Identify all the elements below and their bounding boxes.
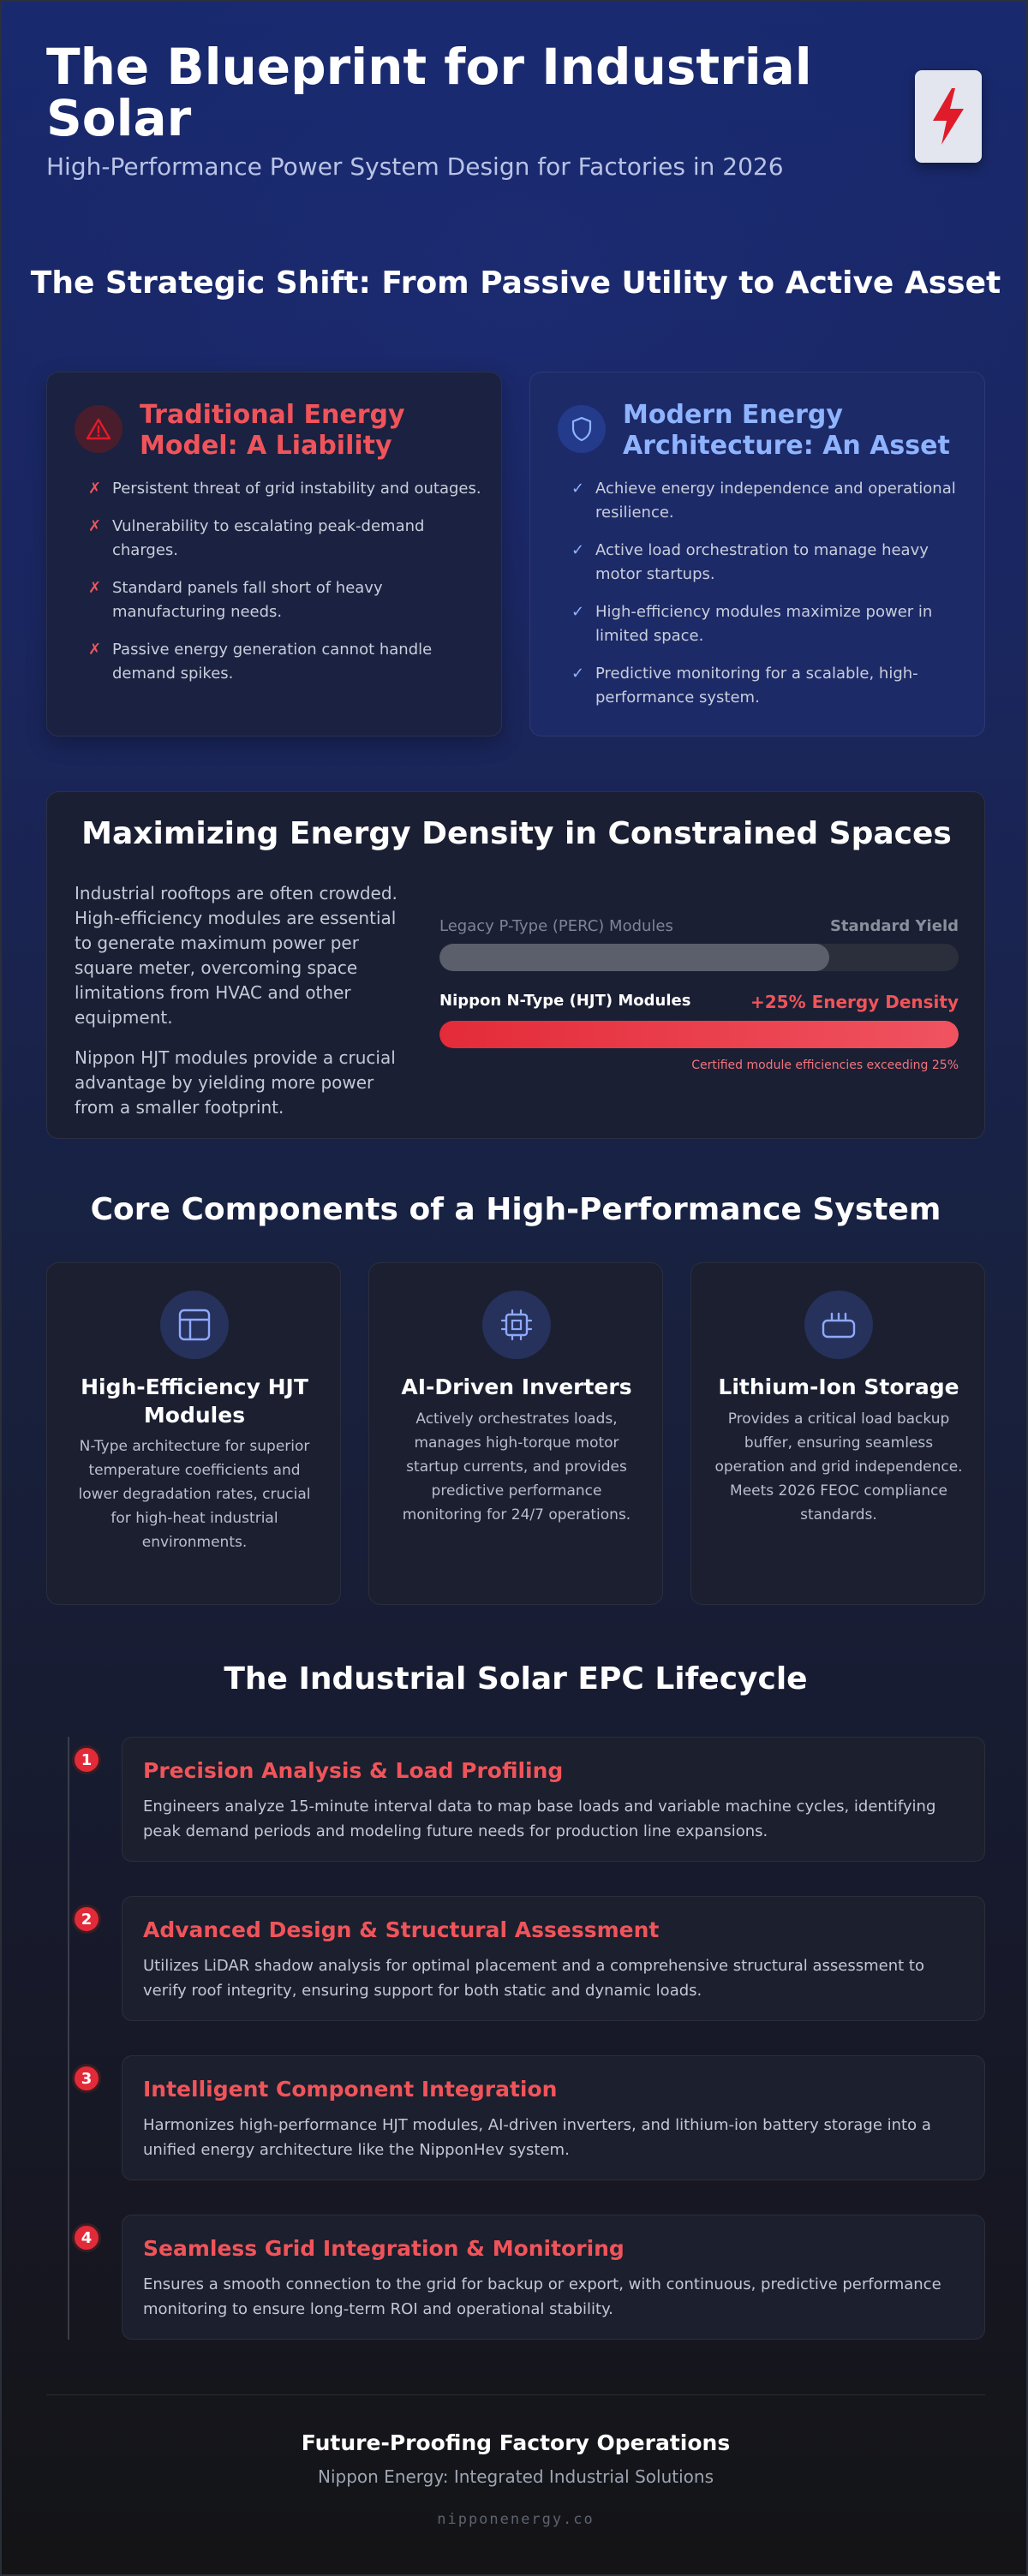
check-icon: ✓ — [571, 541, 585, 559]
list-item: ✓ Predictive monitoring for a scalable, h… — [571, 662, 965, 710]
legacy-bar-track — [439, 944, 959, 971]
step-description: Ensures a smooth connection to the grid … — [143, 2275, 941, 2318]
list-item-text: High-efficiency modules maximize power i… — [595, 603, 933, 645]
energy-density-panel: Maximizing Energy Density in Constrained… — [46, 791, 985, 1139]
step-title: Advanced Design & Structural Assessment — [143, 1917, 660, 1942]
modern-architecture-title: Modern Energy Architecture: An Asset — [623, 400, 950, 461]
component-description: Provides a critical load backup buffer, … — [714, 1410, 963, 1524]
logo — [915, 70, 982, 163]
hjt-bar-value: +25% Energy Density — [750, 992, 959, 1012]
list-item-text: Persistent threat of grid instability an… — [112, 480, 481, 498]
hjt-bar-fill — [439, 1021, 959, 1048]
lifecycle-step: Intelligent Component Integration Harmon… — [122, 2055, 985, 2180]
component-title: High-Efficiency HJT Modules — [81, 1374, 308, 1428]
footer-subtitle: Nippon Energy: Integrated Industrial Sol… — [318, 2466, 714, 2487]
list-item-text: Standard panels fall short of heavy manu… — [112, 579, 383, 621]
traditional-model-list: ✗ Persistent threat of grid instability a… — [88, 477, 482, 700]
step-number-badge: 3 — [72, 2064, 101, 2093]
cpu-chip-icon — [482, 1291, 551, 1359]
step-number-badge: 1 — [72, 1745, 101, 1774]
timeline-line — [68, 1737, 69, 2340]
legacy-bar-fill — [439, 944, 829, 971]
cross-icon: ✗ — [88, 517, 102, 535]
list-item: ✓ High-efficiency modules maximize power … — [571, 600, 965, 648]
efficiency-note: Certified module efficiencies exceeding … — [691, 1058, 959, 1072]
page-subtitle: High-Performance Power System Design for… — [46, 152, 784, 181]
page-title: The Blueprint for Industrial Solar — [46, 38, 812, 147]
list-item: ✗ Vulnerability to escalating peak-demand… — [88, 515, 482, 563]
component-card-inverters: AI-Driven Inverters Actively orchestrate… — [368, 1262, 663, 1605]
list-item: ✗ Passive energy generation cannot handle… — [88, 638, 482, 686]
step-title: Precision Analysis & Load Profiling — [143, 1758, 564, 1783]
lightning-bolt-icon — [933, 88, 964, 145]
list-item-text: Predictive monitoring for a scalable, hi… — [595, 665, 918, 707]
list-item: ✓ Active load orchestration to manage hea… — [571, 539, 965, 587]
section-title-lifecycle: The Industrial Solar EPC Lifecycle — [224, 1661, 808, 1696]
hjt-bar-label: Nippon N-Type (HJT) Modules — [439, 992, 691, 1010]
component-description: N-Type architecture for superior tempera… — [78, 1438, 311, 1551]
lifecycle-step: Advanced Design & Structural Assessment … — [122, 1896, 985, 2021]
component-card-storage: Lithium-Ion Storage Provides a critical … — [690, 1262, 985, 1605]
step-title: Seamless Grid Integration & Monitoring — [143, 2236, 625, 2261]
list-item-text: Vulnerability to escalating peak-demand … — [112, 517, 425, 559]
paragraph: Nippon HJT modules provide a crucial adv… — [75, 1047, 396, 1118]
step-description: Harmonizes high-performance HJT modules,… — [143, 2116, 931, 2159]
modern-architecture-card: Modern Energy Architecture: An Asset ✓ Ac… — [529, 372, 985, 736]
section-title-strategic-shift: The Strategic Shift: From Passive Utilit… — [30, 265, 1001, 301]
traditional-model-title: Traditional Energy Model: A Liability — [140, 400, 405, 461]
header: The Blueprint for Industrial Solar High-… — [46, 41, 903, 181]
component-description: Actively orchestrates loads, manages hig… — [402, 1410, 631, 1524]
energy-density-text: Industrial rooftops are often crowded. H… — [75, 881, 400, 1120]
step-number-badge: 4 — [72, 2223, 101, 2252]
footer-title: Future-Proofing Factory Operations — [301, 2430, 731, 2455]
component-title: Lithium-Ion Storage — [718, 1374, 959, 1399]
traditional-model-card: Traditional Energy Model: A Liability ✗ P… — [46, 372, 502, 736]
list-item-text: Achieve energy independence and operatio… — [595, 480, 956, 522]
density-comparison-bars: Legacy P-Type (PERC) Modules Standard Yi… — [439, 917, 959, 1072]
legacy-bar-value: Standard Yield — [829, 917, 959, 935]
check-icon: ✓ — [571, 603, 585, 621]
lifecycle-step: Precision Analysis & Load Profiling Engi… — [122, 1737, 985, 1862]
step-title: Intelligent Component Integration — [143, 2077, 558, 2102]
hjt-bar-track — [439, 1021, 959, 1048]
check-icon: ✓ — [571, 480, 585, 498]
list-item-text: Active load orchestration to manage heav… — [595, 541, 929, 583]
footer-divider — [46, 2394, 985, 2395]
warning-triangle-icon — [75, 405, 123, 453]
step-number-badge: 2 — [72, 1905, 101, 1934]
footer-url: nipponenergy.co — [437, 2511, 595, 2528]
step-description: Engineers analyze 15-minute interval dat… — [143, 1798, 936, 1840]
lifecycle-step: Seamless Grid Integration & Monitoring E… — [122, 2215, 985, 2340]
list-item: ✗ Standard panels fall short of heavy man… — [88, 576, 482, 624]
solar-panel-icon — [160, 1291, 229, 1359]
shield-icon — [558, 405, 606, 453]
cross-icon: ✗ — [88, 480, 102, 498]
step-description: Utilizes LiDAR shadow analysis for optim… — [143, 1957, 924, 2000]
legacy-bar-label: Legacy P-Type (PERC) Modules — [439, 917, 673, 935]
cross-icon: ✗ — [88, 641, 102, 659]
list-item: ✓ Achieve energy independence and operati… — [571, 477, 965, 525]
component-card-hjt-modules: High-Efficiency HJT Modules N-Type archi… — [46, 1262, 341, 1605]
section-title-core-components: Core Components of a High-Performance Sy… — [90, 1192, 941, 1227]
cross-icon: ✗ — [88, 579, 102, 597]
list-item-text: Passive energy generation cannot handle … — [112, 641, 433, 683]
component-title: AI-Driven Inverters — [401, 1374, 632, 1399]
modern-architecture-list: ✓ Achieve energy independence and operati… — [571, 477, 965, 724]
check-icon: ✓ — [571, 665, 585, 683]
paragraph: Industrial rooftops are often crowded. H… — [75, 883, 397, 1028]
list-item: ✗ Persistent threat of grid instability a… — [88, 477, 482, 501]
section-title-energy-density: Maximizing Energy Density in Constrained… — [81, 816, 952, 851]
battery-icon — [804, 1291, 873, 1359]
